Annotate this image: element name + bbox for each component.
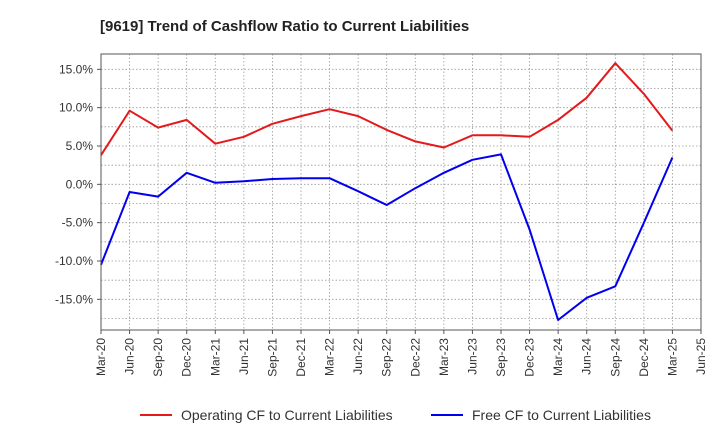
x-tick-label: Sep-21 (265, 338, 279, 377)
y-tick-label: 10.0% (59, 101, 93, 115)
series-line-1 (100, 153, 674, 321)
plot-area (100, 53, 702, 331)
y-axis: 15.0% 10.0% 5.0% 0.0% -5.0% -10.0% -15.0% (55, 62, 101, 306)
y-tick-label: 15.0% (59, 62, 93, 76)
x-axis: Mar-20 Jun-20 Sep-20 Dec-20 Mar-21 Jun-21 Sep-… (94, 330, 708, 377)
x-tick-label: Jun-24 (580, 338, 594, 375)
x-tick-label: Mar-22 (323, 338, 337, 376)
x-tick-label: Sep-20 (151, 338, 165, 377)
x-tick-label: Mar-21 (208, 338, 222, 376)
x-tick-label: Mar-25 (665, 338, 679, 376)
x-tick-label: Sep-24 (608, 338, 622, 377)
x-tick-label: Mar-20 (94, 338, 108, 376)
x-tick-label: Mar-23 (437, 338, 451, 376)
x-tick-label: Dec-21 (294, 338, 308, 377)
x-tick-label: Dec-22 (408, 338, 422, 377)
x-tick-label: Mar-24 (551, 338, 565, 376)
x-tick-label: Dec-24 (637, 338, 651, 377)
x-tick-label: Jun-25 (694, 338, 708, 375)
x-tick-label: Jun-21 (237, 338, 251, 375)
legend-label-free-cf: Free CF to Current Liabilities (472, 407, 651, 423)
x-tick-label: Sep-23 (494, 338, 508, 377)
y-tick-label: 0.0% (66, 177, 94, 191)
x-tick-label: Jun-22 (351, 338, 365, 375)
x-tick-label: Sep-22 (380, 338, 394, 377)
grid (100, 54, 702, 330)
chart-title: [9619] Trend of Cashflow Ratio to Curren… (100, 18, 469, 35)
y-tick-label: -15.0% (55, 292, 93, 306)
series-line-0 (100, 62, 674, 156)
x-tick-label: Jun-20 (123, 338, 137, 375)
y-tick-label: 5.0% (66, 139, 94, 153)
legend-label-operating-cf: Operating CF to Current Liabilities (181, 407, 393, 423)
x-tick-label: Dec-23 (523, 338, 537, 377)
y-tick-label: -5.0% (62, 216, 94, 230)
y-tick-label: -10.0% (55, 254, 93, 268)
legend: Operating CF to Current Liabilities Free… (140, 407, 651, 423)
x-tick-label: Dec-20 (180, 338, 194, 377)
x-tick-label: Jun-23 (465, 338, 479, 375)
series-layer (100, 62, 674, 321)
